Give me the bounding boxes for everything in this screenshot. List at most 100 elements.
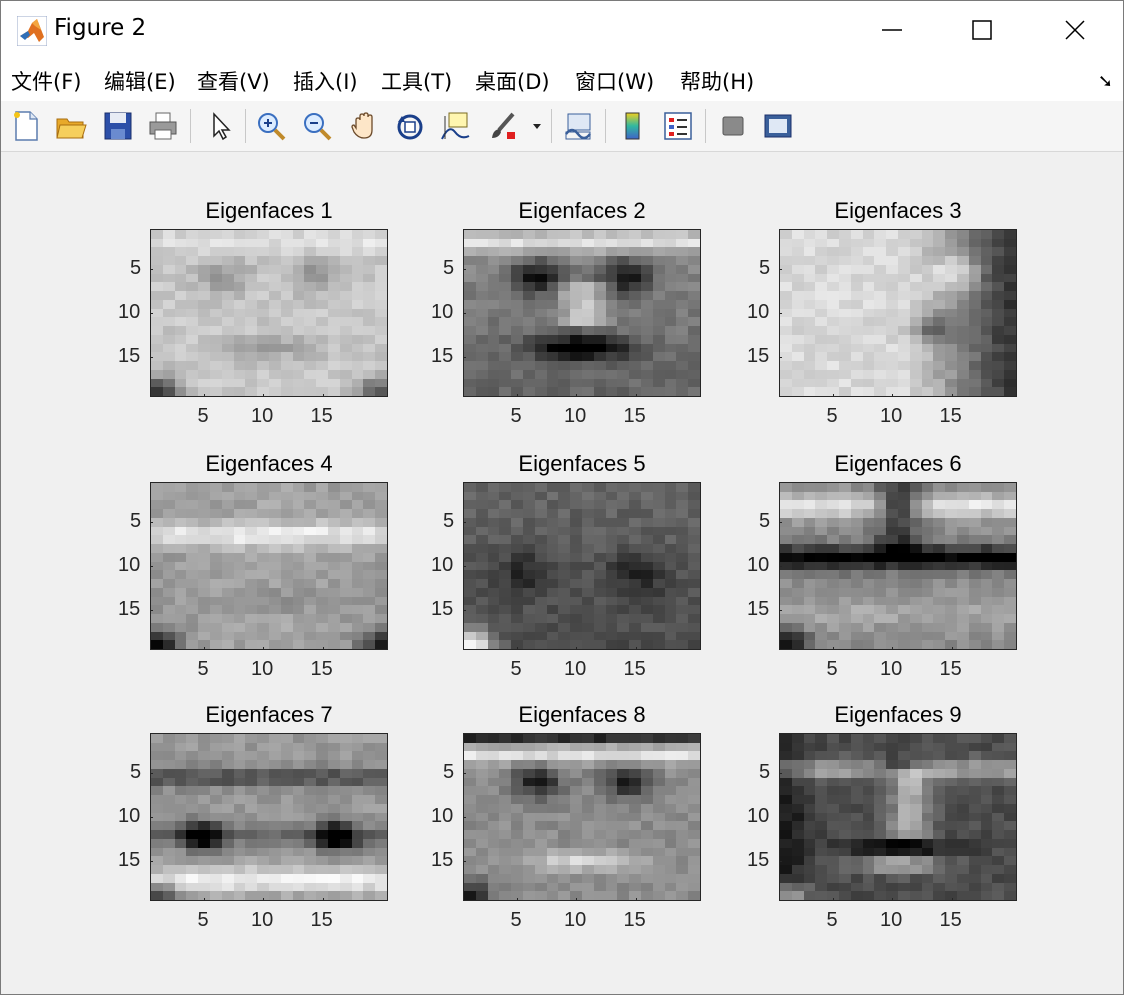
eigenface-image[interactable] [150,229,388,397]
eigenface-image[interactable] [463,229,701,397]
menu-help[interactable]: 帮助(H) [680,70,755,94]
image-pixel [980,526,993,536]
image-pixel [198,882,210,892]
image-pixel [688,768,700,778]
image-pixel [511,891,523,900]
image-pixel [499,509,512,518]
image-pixel [570,596,582,606]
image-pixel [245,500,258,510]
image-pixel [593,334,606,344]
image-pixel [945,509,957,518]
image-pixel [652,605,665,615]
image-pixel [617,230,630,239]
image-pixel [688,334,700,344]
link-plot-icon[interactable] [559,107,597,145]
close-button[interactable] [1030,1,1120,59]
menu-insert[interactable]: 插入(I) [293,70,358,94]
image-pixel [534,786,547,796]
image-pixel [292,838,305,848]
new-figure-icon[interactable] [7,107,45,145]
eigenface-image[interactable] [150,482,388,650]
image-pixel [992,742,1005,752]
maximize-button[interactable] [937,1,1027,59]
image-pixel [933,238,946,248]
image-pixel [292,352,305,362]
image-pixel [523,247,535,257]
image-pixel [245,830,258,839]
legend-icon[interactable] [659,107,697,145]
image-pixel [174,561,187,571]
title-bar[interactable]: Figure 2 [1,1,1123,59]
image-pixel [245,587,258,597]
brush-dropdown-icon[interactable] [527,107,547,145]
image-pixel [210,238,222,248]
image-pixel [570,544,582,553]
show-plot-tools-icon[interactable] [759,107,797,145]
image-pixel [257,552,269,562]
image-pixel [803,544,816,553]
colorbar-icon[interactable] [614,107,652,145]
image-pixel [862,760,875,769]
image-pixel [487,768,500,778]
image-pixel [292,614,305,623]
print-icon[interactable] [144,107,182,145]
image-pixel [339,847,352,857]
image-pixel [593,561,606,571]
hide-plot-tools-icon[interactable] [714,107,752,145]
save-icon[interactable] [99,107,137,145]
menu-tools[interactable]: 工具(T) [381,70,453,94]
menu-desktop[interactable]: 桌面(D) [475,70,550,94]
image-pixel [617,238,630,248]
image-pixel [475,264,488,274]
image-pixel [186,352,199,362]
image-pixel [688,361,700,370]
image-pixel [487,517,500,527]
image-pixel [339,535,352,545]
rotate-3d-icon[interactable] [391,107,429,145]
eigenface-image[interactable] [779,229,1017,397]
image-pixel [641,326,653,335]
image-pixel [558,734,571,743]
image-pixel [511,273,523,283]
pan-icon[interactable] [345,107,383,145]
image-pixel [886,282,898,292]
image-pixel [827,830,839,839]
image-pixel [558,343,571,353]
eigenface-image[interactable] [463,733,701,901]
image-pixel [582,343,594,353]
x-tick-mark [263,394,265,397]
image-pixel [558,352,571,362]
image-pixel [269,352,281,362]
eigenface-image[interactable] [150,733,388,901]
image-pixel [664,838,677,848]
menu-edit[interactable]: 编辑(E) [104,70,176,94]
eigenface-image[interactable] [779,482,1017,650]
menu-file[interactable]: 文件(F) [11,70,82,94]
image-pixel [617,535,630,545]
image-pixel [933,509,946,518]
brush-icon[interactable] [484,107,522,145]
data-cursor-icon[interactable] [436,107,474,145]
pointer-icon[interactable] [201,107,239,145]
zoom-out-icon[interactable] [298,107,336,145]
image-pixel [605,291,618,300]
minimize-button[interactable] [847,1,937,59]
subplot-title: Eigenfaces 1 [205,198,333,223]
image-pixel [850,378,863,388]
eigenface-image[interactable] [779,733,1017,901]
image-pixel [582,256,594,265]
image-pixel [245,334,258,344]
image-pixel [339,291,352,300]
image-pixel [558,299,571,309]
dock-arrow-icon[interactable]: ➘ [1097,71,1113,92]
zoom-in-icon[interactable] [252,107,290,145]
menu-window[interactable]: 窗口(W) [575,70,655,94]
image-pixel [617,308,630,318]
image-pixel [363,622,376,632]
image-pixel [791,334,804,344]
menu-view[interactable]: 查看(V) [197,70,270,94]
open-file-icon[interactable] [52,107,90,145]
image-pixel [862,334,875,344]
image-pixel [304,491,317,501]
eigenface-image[interactable] [463,482,701,650]
